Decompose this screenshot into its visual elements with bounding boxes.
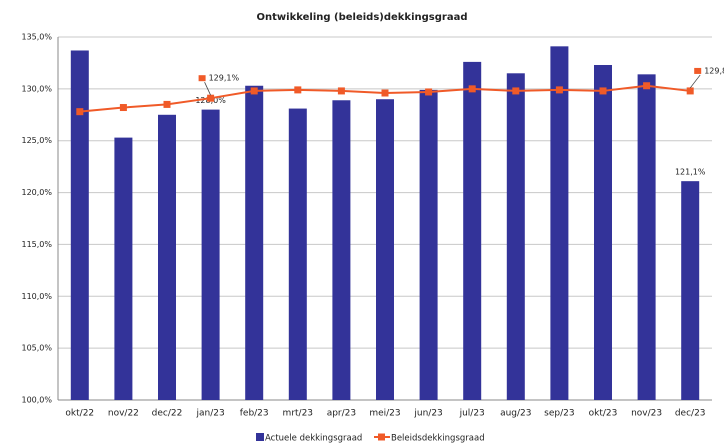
legend-swatch: [256, 433, 264, 441]
x-tick-label: nov/22: [108, 409, 139, 419]
line-marker: [163, 100, 171, 108]
x-tick-label: mei/23: [369, 409, 400, 419]
y-tick-label: 100,0%: [21, 396, 52, 405]
x-tick-label: apr/23: [327, 409, 356, 419]
bar: [681, 181, 700, 400]
y-tick-label: 115,0%: [21, 240, 52, 249]
x-tick-label: jun/23: [413, 409, 442, 419]
x-tick-label: dec/22: [152, 409, 183, 419]
x-tick-label: jan/23: [195, 409, 224, 419]
line-marker: [381, 89, 389, 97]
label-key: [198, 75, 206, 82]
bar: [201, 109, 220, 400]
bar: [419, 89, 438, 400]
bar: [70, 50, 89, 401]
bar: [114, 137, 133, 401]
label-leader: [204, 82, 211, 96]
x-tick-label: okt/22: [65, 409, 94, 419]
line-value-label: 129,1%: [209, 74, 240, 83]
bar: [332, 100, 351, 400]
bar: [550, 46, 569, 400]
line-marker: [76, 108, 84, 116]
line-marker: [512, 87, 520, 95]
bar: [463, 61, 482, 401]
line-marker: [468, 85, 476, 93]
legend-label: Actuele dekkingsgraad: [265, 434, 362, 444]
y-tick-label: 110,0%: [21, 292, 52, 301]
bar: [288, 108, 307, 400]
x-tick-label: aug/23: [500, 409, 531, 419]
y-tick-label: 125,0%: [21, 136, 52, 145]
x-tick-label: nov/23: [631, 409, 662, 419]
x-tick-label: jul/23: [459, 409, 485, 419]
bar: [376, 99, 394, 400]
line-marker: [294, 86, 302, 94]
chart-title: Ontwikkeling (beleids)dekkingsgraad: [257, 12, 468, 23]
line-marker: [599, 87, 607, 95]
y-tick-label: 130,0%: [21, 84, 52, 93]
bar: [637, 74, 656, 400]
x-tick-label: dec/23: [675, 409, 706, 419]
line-marker: [119, 104, 127, 112]
legend-label: Beleidsdekkingsgraad: [391, 434, 485, 444]
x-tick-label: okt/23: [589, 409, 618, 419]
x-tick-label: mrt/23: [283, 409, 313, 419]
bar: [506, 73, 525, 401]
bar: [245, 85, 264, 400]
bar: [594, 65, 612, 400]
label-key: [694, 67, 702, 74]
line-marker: [207, 94, 215, 102]
line-marker: [643, 82, 651, 90]
line-marker: [686, 87, 694, 95]
x-tick-label: sep/23: [544, 409, 574, 419]
label-leader: [689, 74, 701, 89]
y-tick-label: 105,0%: [21, 344, 52, 353]
line-marker: [250, 87, 258, 95]
bar: [158, 114, 176, 401]
line-marker: [425, 88, 433, 96]
legend-swatch: [378, 433, 385, 441]
y-tick-label: 120,0%: [21, 188, 52, 197]
line-marker: [337, 87, 345, 95]
line-marker: [555, 86, 563, 94]
y-tick-label: 135,0%: [21, 33, 52, 42]
x-tick-label: feb/23: [240, 409, 269, 419]
bar-value-label: 121,1%: [675, 168, 706, 177]
line-value-label: 129,8%: [704, 66, 724, 75]
